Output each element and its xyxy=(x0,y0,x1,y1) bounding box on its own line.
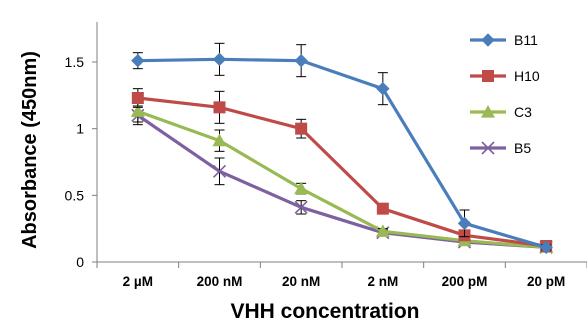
legend-marker xyxy=(481,141,495,155)
y-ticks: 0 0.5 1 1.5 xyxy=(65,54,97,270)
x-tick-label: 2 µM xyxy=(123,274,153,289)
legend-label: B11 xyxy=(514,32,538,48)
legend-label: H10 xyxy=(514,68,540,84)
x-tick-label: 200 pM xyxy=(442,274,488,289)
marker-stroke xyxy=(212,164,227,178)
data-point-b5 xyxy=(294,200,308,214)
y-tick-label: 1 xyxy=(76,121,84,137)
legend-item-c3: C3 xyxy=(470,104,532,120)
series-b11 xyxy=(131,42,553,255)
data-point-h10 xyxy=(213,101,226,114)
data-point-b11 xyxy=(376,81,390,96)
legend-item-h10: H10 xyxy=(470,68,540,84)
legend-item-b11: B11 xyxy=(470,32,538,48)
data-point-b11 xyxy=(131,53,145,68)
data-point-b11 xyxy=(457,216,472,231)
data-point-b11 xyxy=(212,52,227,67)
x-ticks: 2 µM 200 nM 20 nM 2 nM 200 pM 20 pM xyxy=(96,262,587,289)
y-tick-label: 1.5 xyxy=(65,54,85,70)
x-tick-label: 2 nM xyxy=(367,274,398,289)
data-point-c3 xyxy=(294,181,309,195)
data-point-b5 xyxy=(212,164,227,178)
data-point-b11 xyxy=(294,53,308,68)
data-point-c3 xyxy=(375,224,390,237)
legend-label: C3 xyxy=(514,104,532,120)
legend: B11 H10 C3 B5 xyxy=(470,32,540,156)
x-tick-label: 200 nM xyxy=(197,274,243,289)
series-line-h10 xyxy=(137,96,547,248)
y-axis-title: Absorbance (450nm) xyxy=(19,51,41,249)
series-line-b5 xyxy=(136,114,547,249)
series-line-b11 xyxy=(137,57,547,249)
series-line-c3 xyxy=(137,109,547,249)
legend-label: B5 xyxy=(514,140,531,156)
series-layer xyxy=(130,42,554,255)
marker-stroke xyxy=(294,200,308,214)
x-tick-label: 20 pM xyxy=(527,274,565,289)
x-tick-label: 20 nM xyxy=(282,274,320,289)
data-point-c3 xyxy=(130,104,145,117)
y-tick-label: 0 xyxy=(76,254,84,270)
data-point-h10 xyxy=(131,92,144,104)
x-axis-title: VHH concentration xyxy=(230,300,419,323)
legend-item-b5: B5 xyxy=(470,140,531,156)
marker-stroke xyxy=(481,141,495,155)
legend-marker xyxy=(481,105,495,118)
data-point-c3 xyxy=(212,133,227,147)
data-point-h10 xyxy=(295,122,308,135)
data-point-h10 xyxy=(376,202,389,215)
series-h10 xyxy=(131,88,553,252)
legend-marker xyxy=(481,33,495,47)
y-tick-label: 0.5 xyxy=(65,187,85,203)
data-point-b11 xyxy=(539,240,553,255)
legend-marker xyxy=(482,70,494,82)
